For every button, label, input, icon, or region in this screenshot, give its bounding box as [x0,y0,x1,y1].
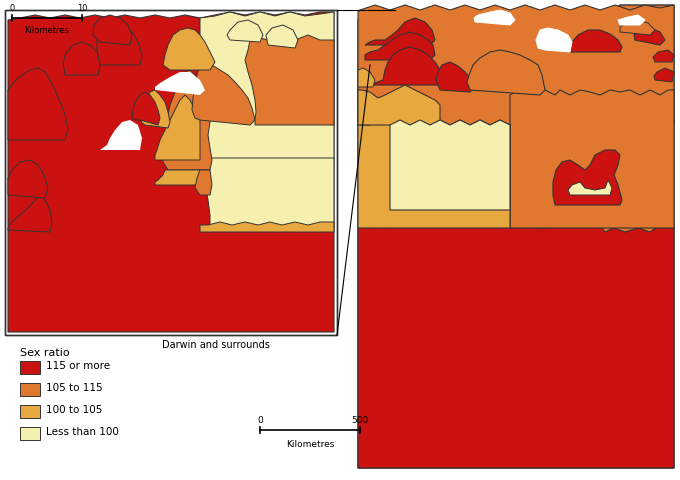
Polygon shape [634,28,665,45]
Polygon shape [390,120,510,210]
Polygon shape [97,20,142,65]
Bar [5,10,337,335]
Polygon shape [358,5,674,125]
Polygon shape [245,35,334,125]
Polygon shape [474,10,515,25]
Polygon shape [163,28,215,70]
Polygon shape [358,85,440,125]
Polygon shape [140,90,170,128]
Text: Kilometres: Kilometres [24,26,69,35]
Polygon shape [568,180,612,195]
Polygon shape [100,120,142,150]
Polygon shape [8,160,48,198]
Polygon shape [227,20,263,42]
Polygon shape [395,130,505,205]
Text: 10: 10 [77,4,87,13]
Text: 115 or more: 115 or more [46,361,110,371]
Polygon shape [618,15,645,25]
Polygon shape [192,62,255,125]
Bar [5,10,337,335]
Text: Kilometres: Kilometres [286,440,334,449]
Polygon shape [8,195,52,232]
Polygon shape [8,68,68,140]
Bar [20,383,40,396]
Polygon shape [568,30,622,52]
Text: 0: 0 [257,416,263,425]
Bar [20,427,40,440]
Polygon shape [358,5,674,468]
Polygon shape [467,50,545,95]
Polygon shape [8,12,334,332]
Polygon shape [358,120,510,228]
Polygon shape [365,32,435,60]
Bar [20,361,40,374]
Polygon shape [155,72,205,95]
Bar [20,405,40,418]
Text: 500: 500 [352,416,369,425]
Polygon shape [510,90,674,228]
Polygon shape [653,50,674,62]
Polygon shape [436,62,475,92]
Polygon shape [195,170,212,195]
Polygon shape [536,28,572,52]
Polygon shape [358,215,674,468]
Polygon shape [163,70,212,170]
Polygon shape [370,47,442,85]
Polygon shape [358,68,375,87]
Text: Darwin and surrounds: Darwin and surrounds [162,340,270,350]
Polygon shape [93,15,132,45]
Polygon shape [63,42,100,75]
Polygon shape [620,20,655,35]
Text: 100 to 105: 100 to 105 [46,405,103,415]
Polygon shape [200,222,334,232]
Text: Sex ratio: Sex ratio [20,348,69,358]
Polygon shape [654,68,674,82]
Polygon shape [200,12,334,160]
Text: 105 to 115: 105 to 115 [46,383,103,393]
Polygon shape [155,95,200,160]
Polygon shape [553,150,622,205]
Polygon shape [200,158,334,230]
Polygon shape [365,18,435,45]
Polygon shape [155,170,200,185]
Text: Less than 100: Less than 100 [46,427,119,437]
Polygon shape [132,92,160,125]
Polygon shape [266,25,298,48]
Text: 0: 0 [10,4,15,13]
